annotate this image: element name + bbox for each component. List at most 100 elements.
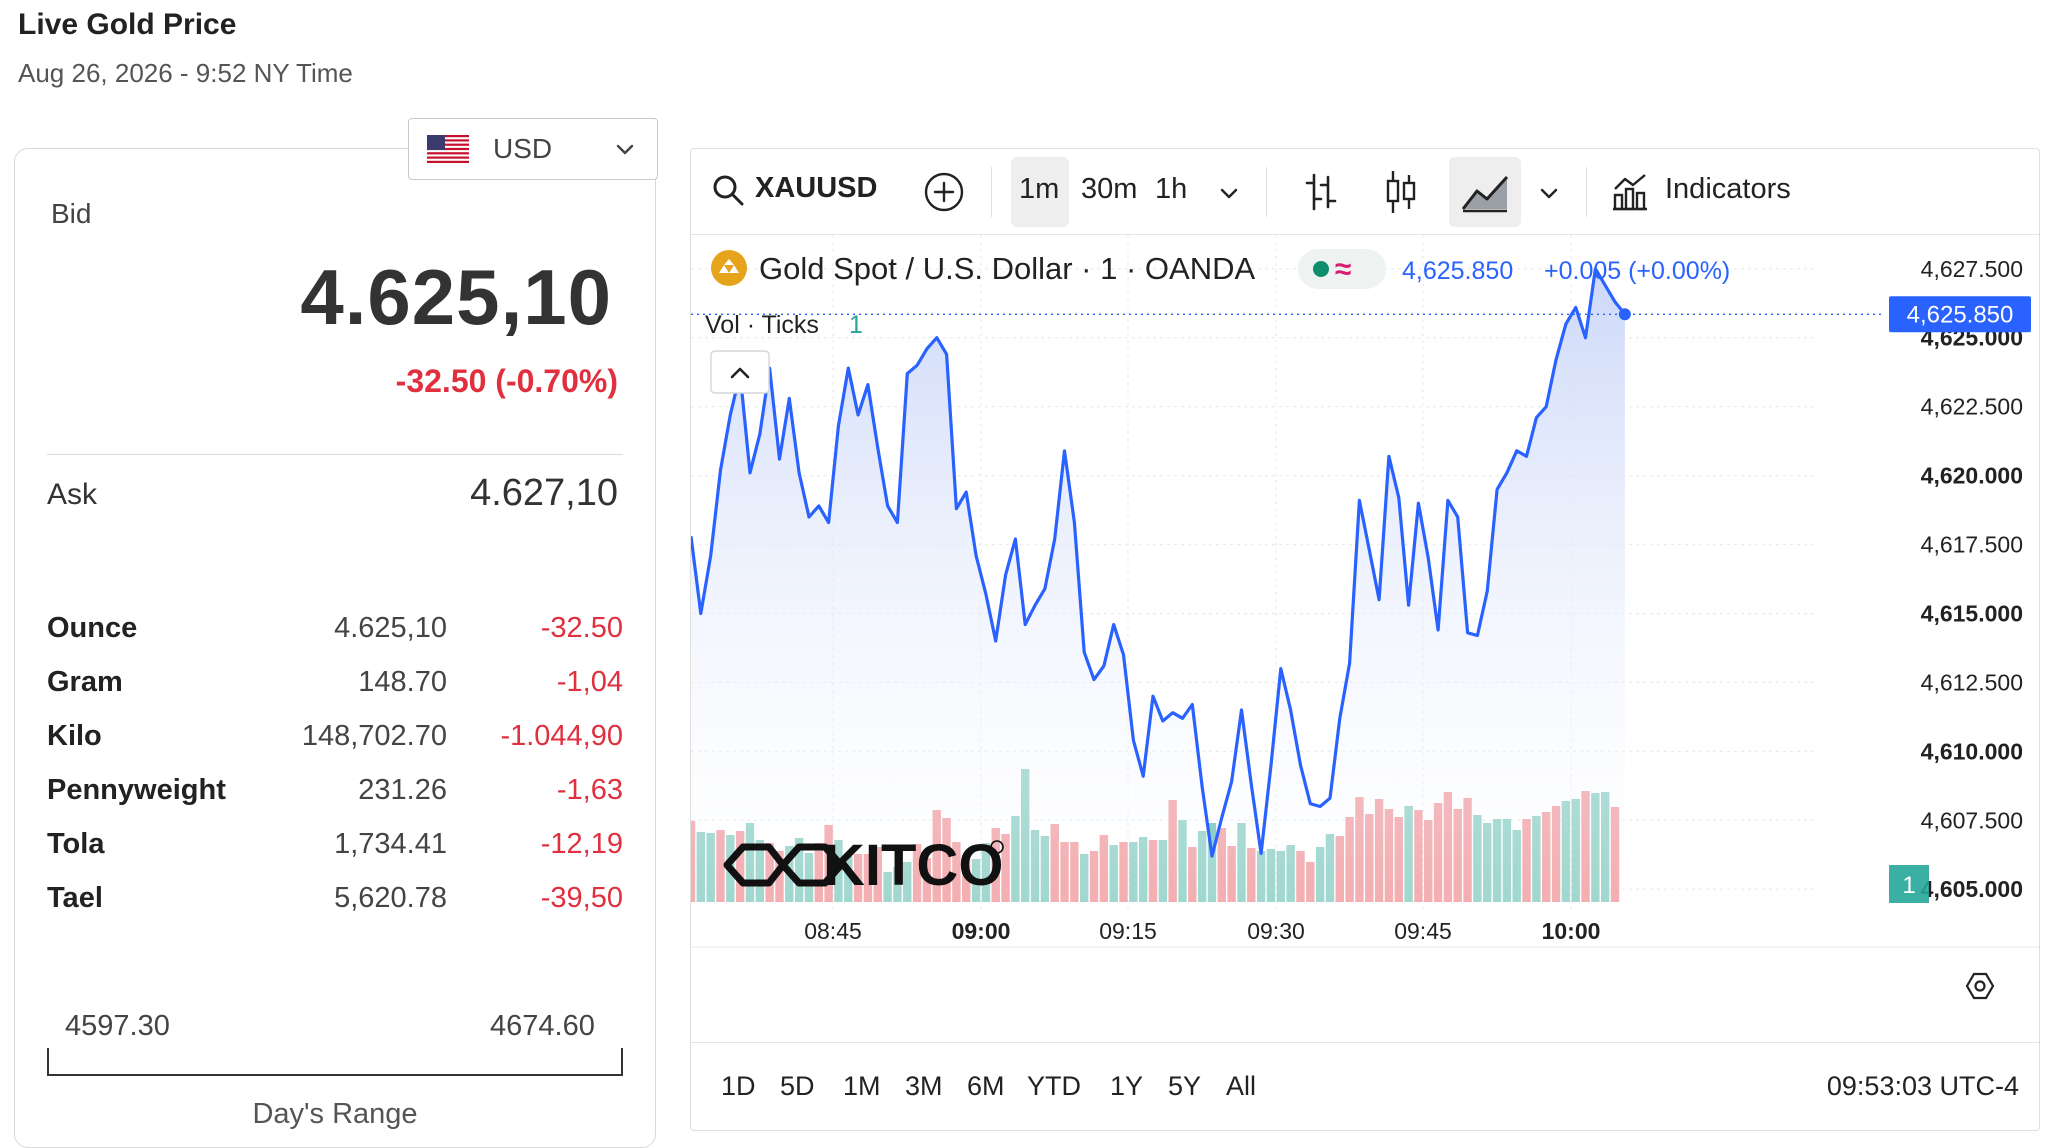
chevron-down-icon: [616, 144, 634, 155]
area-chart-icon: [1461, 175, 1509, 213]
legend-price: 4,625.850: [1402, 257, 1513, 285]
unit-name: Tola: [47, 828, 105, 860]
price-tick-label: 4,612.500: [1921, 669, 2023, 695]
day-range-bar: [47, 1048, 623, 1076]
price-tick-label: 4,622.500: [1921, 394, 2023, 420]
ask-price: 4.627,10: [470, 472, 618, 514]
bar-chart-style-icon[interactable]: [1301, 171, 1341, 213]
toolbar-separator: [1586, 167, 1587, 217]
unit-name: Kilo: [47, 720, 102, 752]
search-icon[interactable]: [711, 173, 745, 207]
interval-label: 1h: [1155, 173, 1188, 205]
kitco-wordmark: KITCO: [823, 833, 1003, 898]
chart-clock: 09:53:03 UTC-4: [1826, 1071, 2019, 1101]
unit-value: 231.26: [358, 774, 447, 806]
currency-label: USD: [493, 133, 553, 164]
chevron-down-icon[interactable]: [1217, 181, 1241, 205]
price-tick-label: 4,610.000: [1921, 738, 2023, 764]
volume-legend-value: 1: [849, 311, 863, 339]
unit-value: 148.70: [358, 666, 447, 698]
unit-change: -1,63: [556, 774, 623, 806]
chevron-down-icon[interactable]: [1537, 181, 1561, 205]
price-tick-label: 4,605.000: [1921, 876, 2023, 902]
price-tick-label: 4,607.500: [1921, 807, 2023, 833]
volume-badge: 1: [1889, 865, 1929, 903]
range-button-5y[interactable]: 5Y: [1168, 1071, 1202, 1101]
volume-badge-label: 1: [1902, 872, 1915, 899]
axis-settings-icon[interactable]: [1965, 972, 1995, 1000]
unit-row-tael: Tael 5,620.78 -39,50: [47, 876, 623, 930]
unit-value: 148,702.70: [301, 720, 447, 752]
unit-change: -12,19: [540, 828, 623, 860]
time-tick-label: 08:45: [804, 918, 862, 944]
candlestick-style-icon[interactable]: [1381, 169, 1421, 215]
price-tick-label: 4,615.000: [1921, 600, 2023, 626]
range-button-6m[interactable]: 6M: [967, 1071, 1005, 1101]
time-tick-label: 10:00: [1542, 918, 1601, 944]
time-tick-label: 09:00: [952, 918, 1011, 944]
day-range-high: 4674.60: [490, 1010, 595, 1042]
chart-toolbar: XAUUSD 1m 30m 1h: [691, 149, 2039, 235]
chevron-up-icon: [730, 367, 750, 379]
range-button-1y[interactable]: 1Y: [1110, 1071, 1144, 1101]
indicators-button[interactable]: Indicators: [1609, 157, 1809, 227]
indicators-icon: [1613, 174, 1647, 211]
unit-change: -1,04: [556, 666, 623, 698]
range-button-5d[interactable]: 5D: [780, 1071, 815, 1101]
unit-row-gram: Gram 148.70 -1,04: [47, 660, 623, 714]
kitco-logo: KITCO: [723, 833, 1004, 898]
collapse-legend-button[interactable]: [710, 350, 770, 394]
price-tick-label: 4,627.500: [1921, 256, 2023, 282]
unit-price-table: Ounce 4.625,10 -32.50 Gram 148.70 -1,04 …: [47, 606, 623, 930]
unit-change: -39,50: [540, 882, 623, 914]
unit-name: Gram: [47, 666, 123, 698]
interval-label: 1m: [1019, 173, 1060, 205]
range-button-1d[interactable]: 1D: [721, 1071, 756, 1101]
data-delay-icon: ≈: [1335, 253, 1351, 286]
area-style-button[interactable]: [1449, 157, 1521, 227]
range-button-1m[interactable]: 1M: [843, 1071, 881, 1101]
unit-value: 5,620.78: [334, 882, 447, 914]
unit-name: Pennyweight: [47, 774, 226, 806]
last-price-tag: 4,625.850: [1889, 296, 2031, 333]
interval-button-30m[interactable]: 30m: [1077, 157, 1143, 227]
range-button-all[interactable]: All: [1226, 1071, 1257, 1101]
toolbar-separator: [1266, 167, 1267, 217]
time-tick-label: 09:15: [1099, 918, 1157, 944]
range-button-3m[interactable]: 3M: [905, 1071, 943, 1101]
currency-select[interactable]: USD: [408, 118, 658, 180]
symbol-search[interactable]: XAUUSD: [755, 172, 878, 204]
bid-change: -32.50 (-0.70%): [395, 363, 618, 399]
indicators-label: Indicators: [1665, 173, 1791, 205]
day-range-low: 4597.30: [65, 1010, 170, 1042]
interval-label: 30m: [1081, 173, 1138, 205]
interval-button-1h[interactable]: 1h: [1151, 157, 1201, 227]
unit-row-tola: Tola 1,734.41 -12,19: [47, 822, 623, 876]
toolbar-separator: [991, 167, 992, 217]
legend-change: +0.005 (+0.00%): [1544, 257, 1730, 285]
volume-legend-label: Vol · Ticks: [705, 311, 819, 339]
time-tick-label: 09:45: [1394, 918, 1452, 944]
unit-name: Tael: [47, 882, 103, 914]
us-flag-icon: [427, 135, 469, 163]
unit-value: 1,734.41: [334, 828, 447, 860]
bid-label: Bid: [51, 198, 92, 229]
chart-legend: Gold Spot / U.S. Dollar · 1 · OANDA ≈ 4,…: [705, 249, 1730, 394]
last-price-tag-label: 4,625.850: [1907, 301, 2014, 328]
time-tick-label: 09:30: [1247, 918, 1305, 944]
divider: [47, 454, 623, 455]
market-status-pill[interactable]: [1298, 249, 1386, 289]
page-title: Live Gold Price: [18, 8, 237, 41]
price-tick-label: 4,620.000: [1921, 463, 2023, 489]
price-area-fill: [691, 268, 1625, 903]
quote-panel: [14, 148, 656, 1148]
unit-change: -32.50: [540, 612, 623, 644]
compare-add-icon[interactable]: [923, 171, 965, 213]
day-range-label: Day's Range: [252, 1098, 418, 1130]
range-button-ytd[interactable]: YTD: [1027, 1071, 1081, 1101]
unit-change: -1.044,90: [500, 720, 623, 752]
price-chart[interactable]: 4,627.5004,625.0004,622.5004,620.0004,61…: [691, 235, 2040, 1042]
interval-button-1m[interactable]: 1m: [1011, 157, 1069, 227]
price-line: [691, 267, 1627, 858]
bid-price: 4.625,10: [300, 253, 612, 341]
